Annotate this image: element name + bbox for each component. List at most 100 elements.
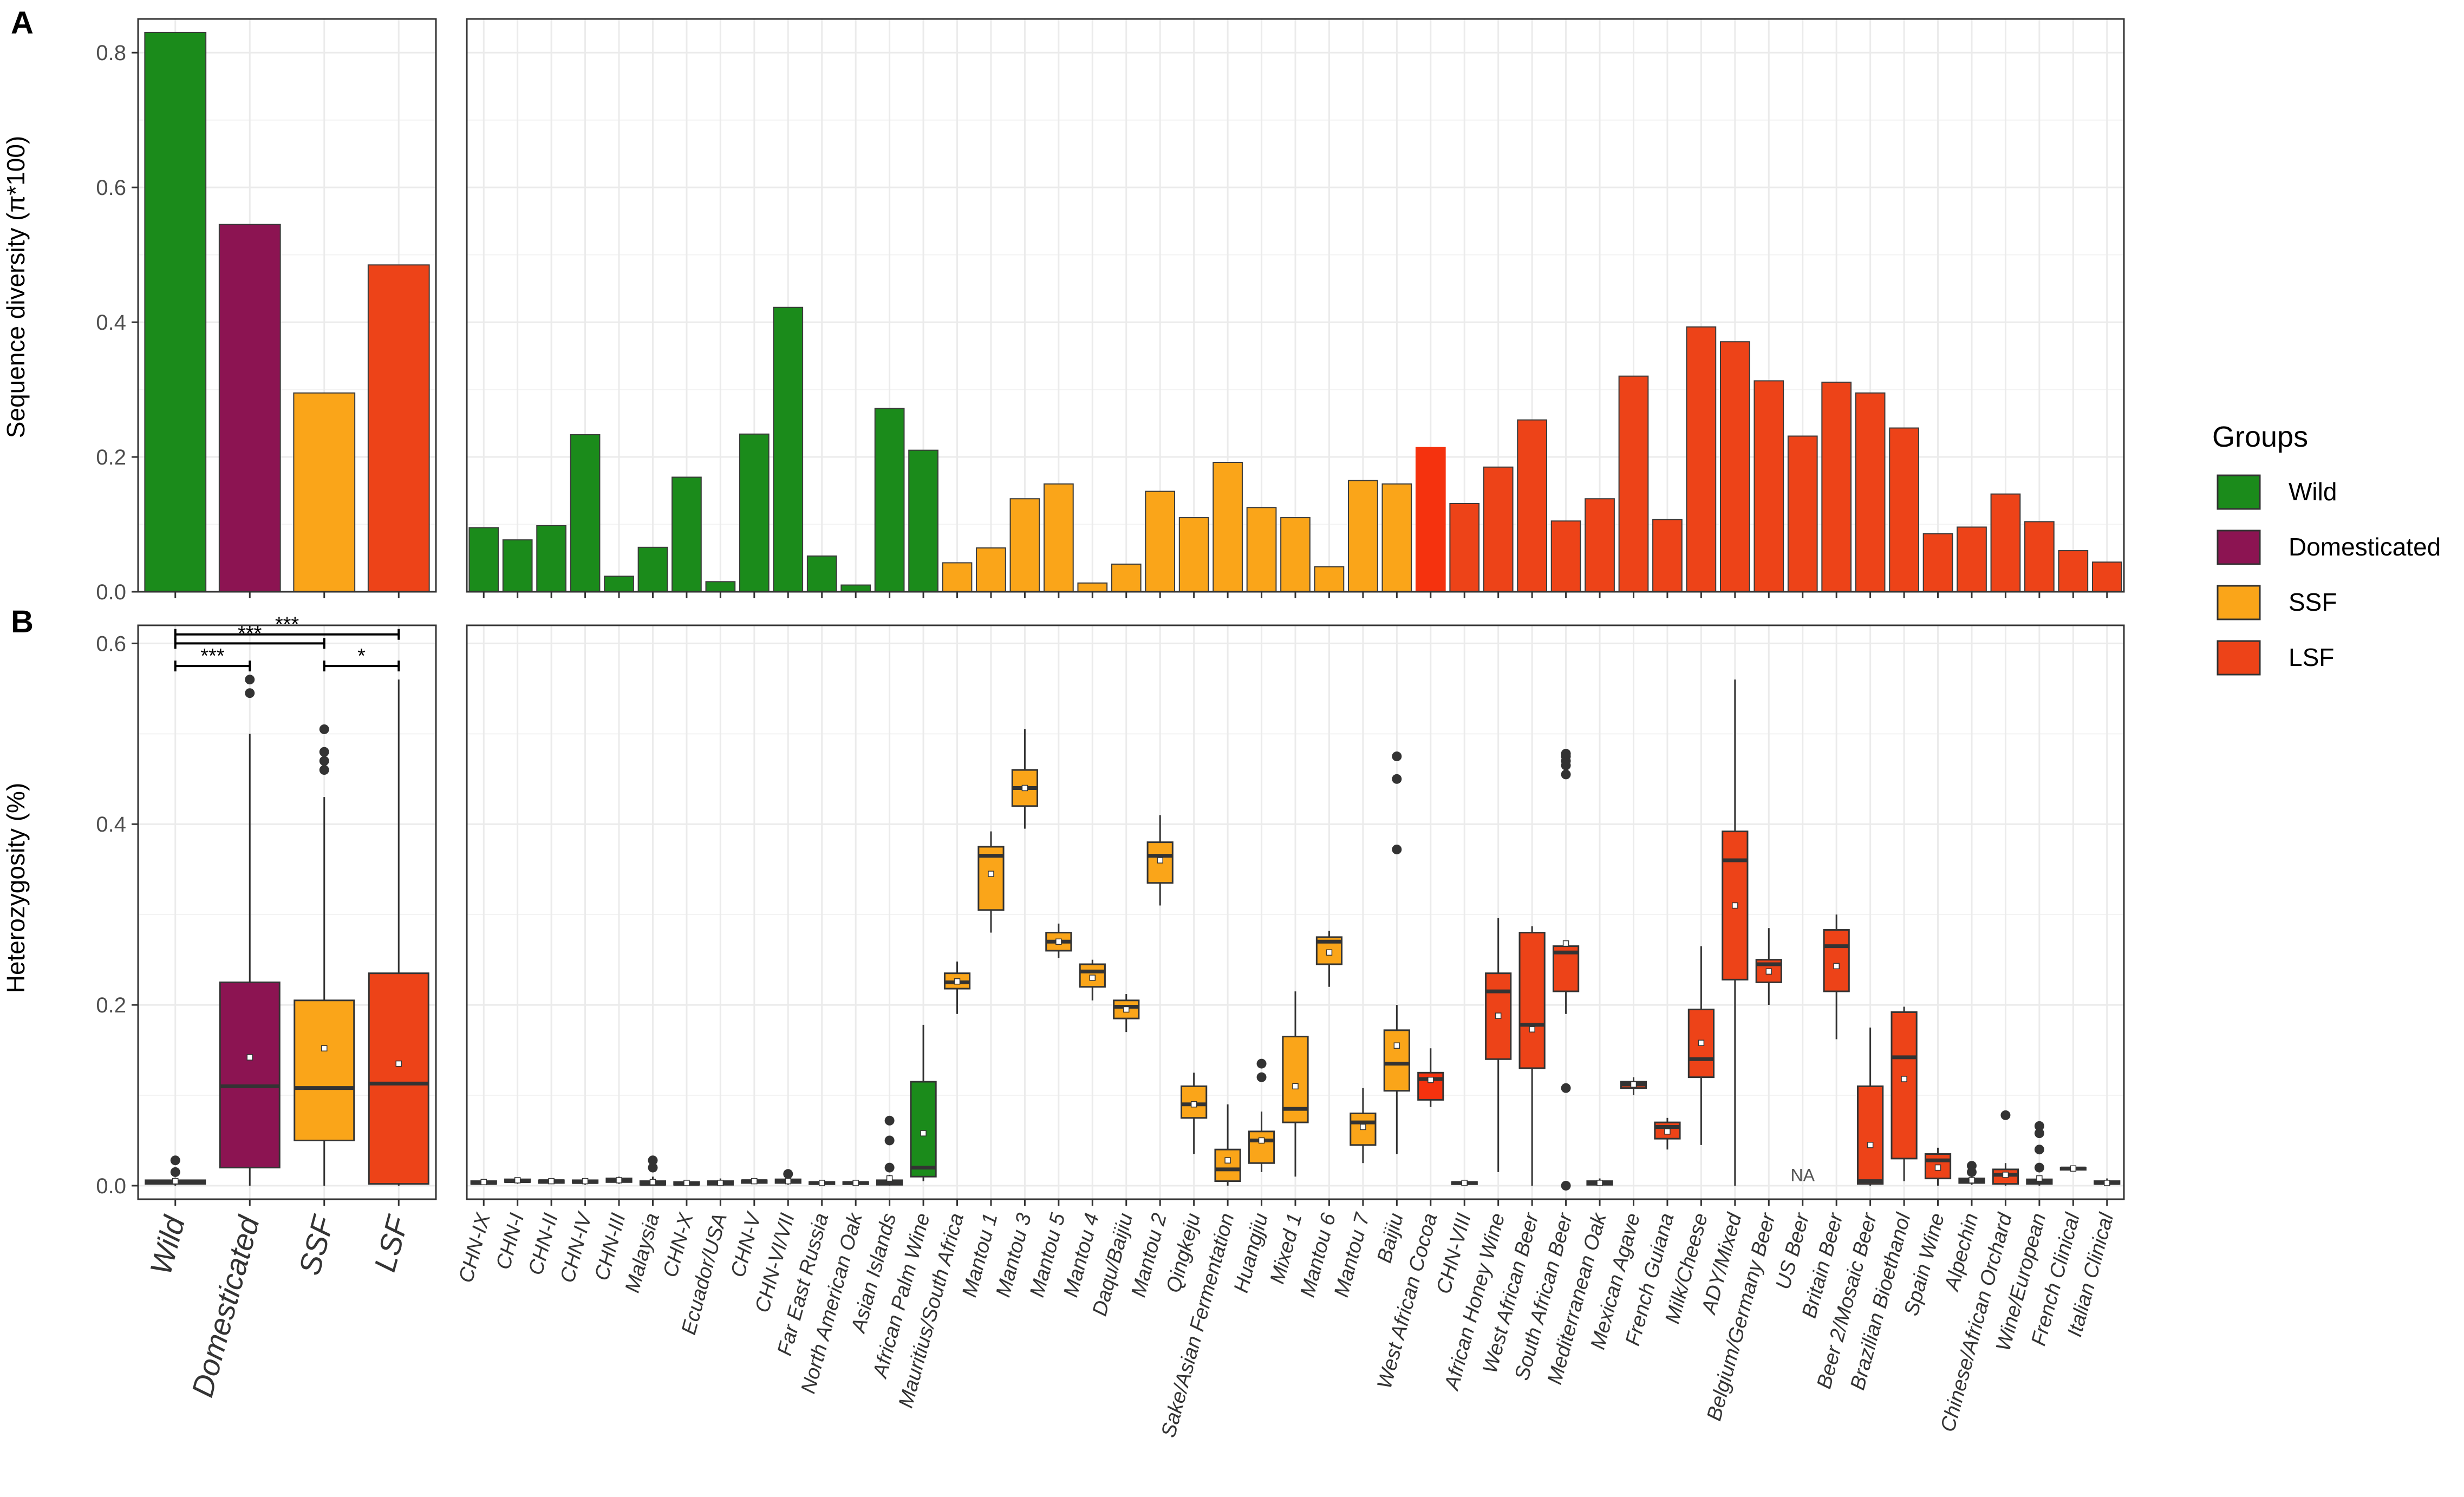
bar-mantou-2 [1145, 491, 1176, 592]
box-chn-ii [538, 1178, 565, 1185]
box-ady-mixed-mean-marker [1732, 902, 1738, 909]
box-ssf-outlier [319, 747, 329, 757]
panel-b-y-tick-label: 0.0 [96, 1174, 126, 1198]
box-milk-cheese [1687, 946, 1715, 1145]
bar-sake-asian-fermentation [1213, 462, 1243, 593]
legend-swatch-ssf [2217, 585, 2261, 620]
box-huangjiu-iqr-box [1248, 1130, 1275, 1164]
bar-brazilian-bioethanol [1889, 427, 1919, 593]
bar-south-african-beer [1550, 520, 1581, 593]
box-south-african-beer-outlier [1561, 749, 1571, 759]
box-mixed-1-mean-marker [1292, 1083, 1299, 1090]
legend-swatch-domesticated [2217, 529, 2261, 565]
box-chn-v [741, 1178, 768, 1185]
box-chn-x-mean-marker [683, 1180, 690, 1186]
panel-a-y-tick-label: 0.6 [96, 176, 126, 200]
box-milk-cheese-mean-marker [1698, 1040, 1705, 1046]
box-wine-european-mean-marker [2036, 1175, 2043, 1182]
bar-far-east-russia [806, 555, 837, 593]
box-mantou-2-mean-marker [1157, 857, 1163, 864]
bar-ecuador-usa [705, 581, 736, 593]
box-west-african-beer-iqr-box [1518, 932, 1546, 1069]
box-britain-beer-iqr-box [1823, 929, 1850, 992]
bar-wild [144, 31, 207, 592]
box-west-african-cocoa-iqr-box [1417, 1071, 1444, 1101]
box-chn-iv [571, 1178, 599, 1185]
panel-a-label: A [11, 5, 34, 41]
significance-label: * [357, 645, 366, 668]
legend-label-domesticated: Domesticated [2289, 533, 2441, 561]
bar-beer-2-mosaic-beer [1855, 392, 1886, 592]
box-ssf-outlier [319, 765, 329, 775]
box-huangjiu-outlier [1256, 1072, 1267, 1082]
panel-b-group-box-marks [145, 675, 429, 1186]
box-mediterranean-oak-mean-marker [1596, 1180, 1603, 1186]
box-chn-ix-mean-marker [480, 1179, 487, 1186]
box-baijiu-mean-marker [1393, 1042, 1400, 1049]
box-daqu-baijiu [1113, 994, 1140, 1032]
box-mantou-2 [1146, 815, 1174, 906]
bar-north-american-oak [840, 584, 871, 593]
bar-daqu-baijiu [1111, 563, 1142, 592]
legend-swatch-lsf [2217, 640, 2261, 676]
box-domesticated-outlier [245, 675, 255, 685]
box-domesticated-mean-marker [246, 1054, 253, 1061]
bar-chn-v [739, 433, 770, 592]
box-mexican-agave [1620, 1077, 1647, 1096]
box-brazilian-bioethanol [1891, 1006, 1918, 1181]
panel-b-y-axis: 0.0 0.2 0.4 0.6 [96, 632, 138, 1198]
panel-a-y-axis-label: Sequence diversity (π*100) [2, 136, 30, 438]
box-ssf [294, 724, 355, 1186]
panel-b-y-tick-label: 0.6 [96, 632, 126, 656]
box-qingkeju-mean-marker [1190, 1101, 1197, 1108]
box-west-african-beer [1518, 926, 1546, 1186]
box-ssf-mean-marker [321, 1045, 328, 1051]
box-chn-iii-mean-marker [616, 1177, 622, 1184]
box-alpechin-outlier [1966, 1161, 1977, 1171]
box-chn-ii-mean-marker [548, 1178, 555, 1185]
bar-ssf [293, 392, 356, 592]
box-spain-wine [1924, 1147, 1952, 1186]
box-west-african-cocoa-mean-marker [1427, 1076, 1434, 1083]
bar-mexican-agave [1618, 375, 1649, 592]
bar-mantou-4 [1077, 582, 1108, 593]
box-chinese-african-orchard-mean-marker [2002, 1172, 2009, 1178]
box-african-honey-wine-mean-marker [1495, 1012, 1502, 1019]
box-ady-mixed [1722, 679, 1749, 1186]
box-chn-v-mean-marker [751, 1178, 758, 1185]
box-mantou-3 [1011, 729, 1039, 829]
panel-a-population-frame [466, 18, 2125, 593]
box-brazilian-bioethanol-mean-marker [1901, 1076, 1907, 1082]
box-mexican-agave-mean-marker [1630, 1081, 1637, 1088]
legend-label-wild: Wild [2289, 478, 2337, 506]
box-asian-islands [876, 1115, 903, 1186]
box-african-palm-wine [910, 1024, 937, 1181]
box-huangjiu-mean-marker [1258, 1137, 1265, 1144]
bar-chn-vi-vii [773, 306, 804, 592]
bar-mantou-6 [1314, 566, 1345, 593]
box-britain-beer-mean-marker [1833, 963, 1840, 970]
box-wine-european-outlier [2034, 1128, 2044, 1139]
box-baijiu-outlier [1392, 844, 1402, 854]
panel-a-y-tick-label: 0.8 [96, 41, 126, 65]
panel-b-population-box-marks: NA [470, 679, 2121, 1191]
box-mantou-4 [1079, 959, 1106, 1001]
box-chn-x [673, 1180, 700, 1186]
bar-chn-i [502, 539, 533, 593]
box-malaysia [639, 1155, 667, 1186]
box-wild-mean-marker [172, 1178, 179, 1185]
bar-chn-iii [604, 576, 634, 592]
bar-qingkeju [1178, 517, 1209, 592]
box-mantou-6-mean-marker [1326, 949, 1333, 956]
panel-a-y-tick-label: 0.4 [96, 311, 126, 335]
box-french-clinical-mean-marker [2070, 1165, 2077, 1172]
bar-mantou-1 [976, 547, 1006, 592]
box-mixed-1 [1282, 991, 1309, 1177]
box-ssf-outlier [319, 724, 329, 734]
box-south-african-beer-outlier [1561, 769, 1571, 780]
box-domesticated [219, 675, 281, 1186]
box-belgium-germany-beer-mean-marker [1765, 968, 1772, 975]
bar-belgium-germany-beer [1754, 380, 1784, 592]
bar-lsf [367, 264, 430, 593]
panel-a-group-frame [137, 18, 437, 593]
